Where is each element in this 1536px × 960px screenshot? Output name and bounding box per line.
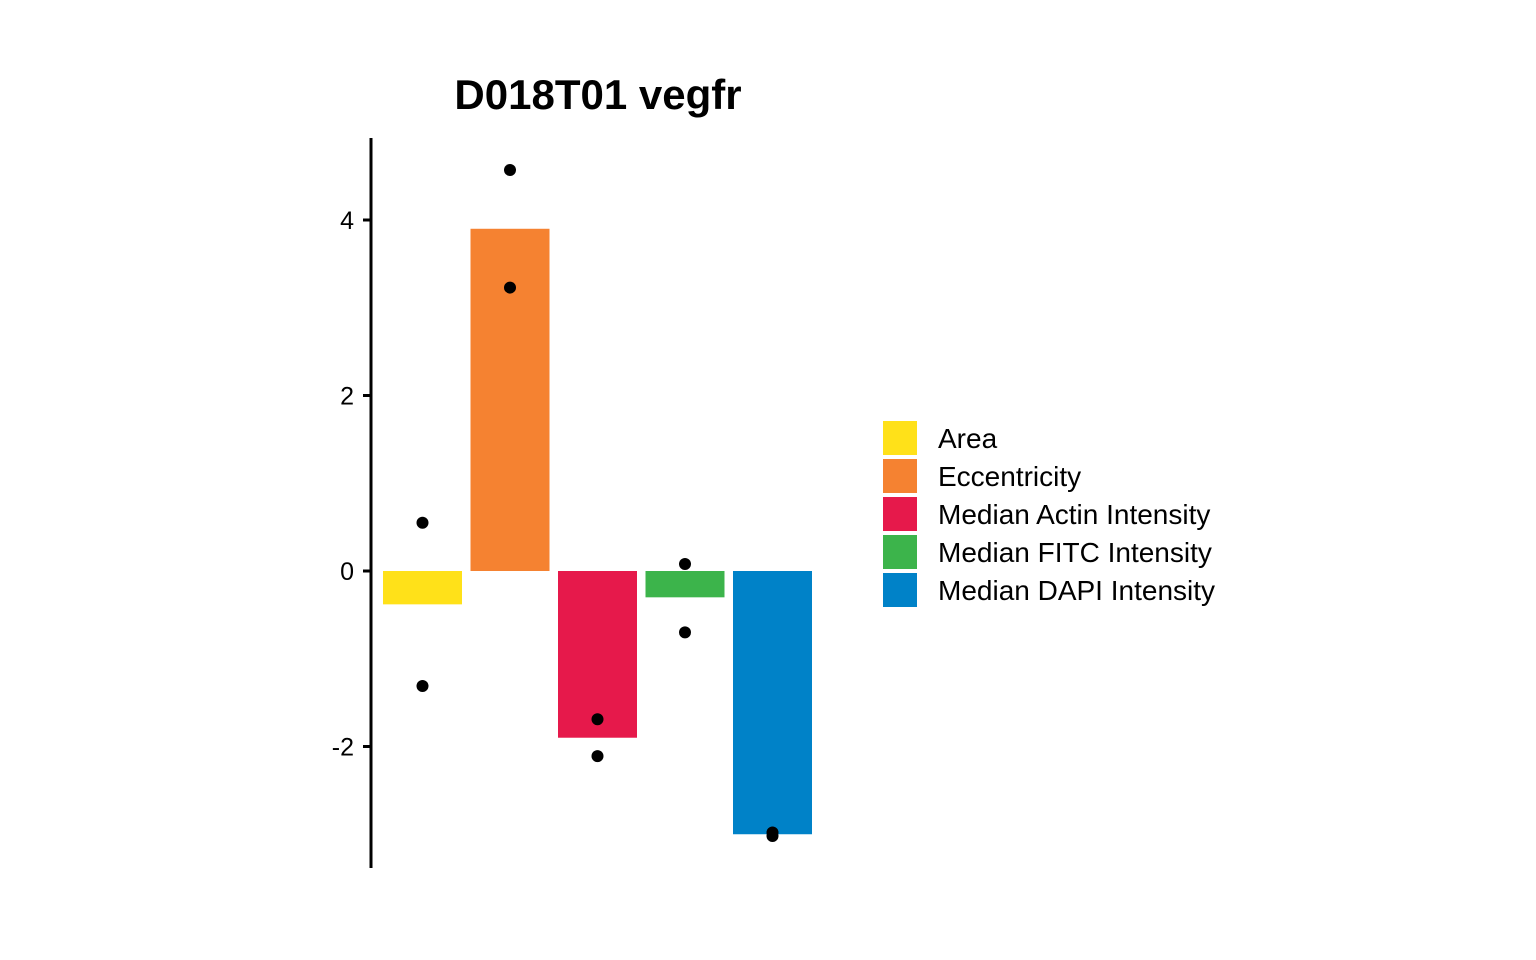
y-tick-label: 2 [340,383,354,411]
legend-label: Median FITC Intensity [938,537,1212,568]
data-point [504,281,516,294]
y-tick-label: -2 [332,734,354,762]
data-point [504,163,516,176]
plot-area [383,163,812,843]
data-point [679,626,691,639]
bar [733,571,812,835]
legend-swatch [883,573,917,607]
data-point [416,516,429,529]
legend: Area Eccentricity Median Actin Intensity Me… [883,421,1215,607]
legend-swatch [883,459,917,493]
chart-title: D018T01 vegfr [454,71,741,118]
data-point [591,713,604,726]
data-point [679,557,691,570]
y-axis: 4 2 0 -2 [332,138,373,868]
legend-swatch [883,535,917,569]
data-point [766,830,779,843]
data-point [416,679,429,692]
y-tick-label: 0 [340,558,354,586]
legend-label: Median Actin Intensity [938,499,1210,530]
data-point [591,750,604,763]
legend-swatch [883,497,917,531]
legend-label: Eccentricity [938,461,1081,492]
legend-swatch [883,421,917,455]
legend-label: Median DAPI Intensity [938,575,1215,606]
bar [645,571,725,598]
bar [558,571,637,738]
y-tick-label: 4 [340,207,354,235]
bar [470,228,550,571]
bar [383,571,462,605]
legend-label: Area [938,423,998,454]
